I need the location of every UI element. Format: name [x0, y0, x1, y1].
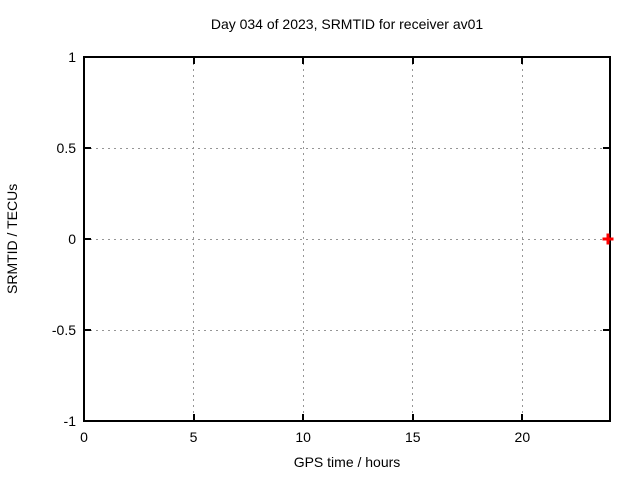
x-tick-top: [411, 57, 414, 64]
x-tick-bottom: [192, 414, 195, 421]
data-point-marker: [602, 233, 614, 245]
x-axis-label: GPS time / hours: [293, 454, 401, 470]
y-tick-label: -1: [63, 413, 76, 429]
y-tick-label: 0: [68, 231, 76, 247]
x-tick-label: 15: [404, 429, 421, 445]
y-tick-left: [84, 238, 91, 240]
y-tick-right: [603, 147, 610, 149]
plot-area: 0 5 10 15 20 -1 -0.5 0 0.5 1: [52, 49, 614, 445]
y-tick-left: [84, 56, 91, 58]
x-tick-top: [302, 57, 305, 64]
x-tick-top: [521, 57, 524, 64]
x-tick-bottom: [411, 414, 414, 421]
marker-arm-vertical: [606, 233, 610, 245]
gridline-horizontal: [84, 238, 610, 240]
x-tick-bottom: [83, 414, 85, 421]
x-tick-label: 10: [295, 429, 311, 445]
y-tick-label: -0.5: [51, 322, 76, 338]
y-tick-left: [84, 329, 91, 331]
y-tick-left: [84, 147, 91, 149]
x-tick-bottom: [521, 414, 524, 421]
x-tick-label: 5: [189, 429, 198, 445]
x-tick-top: [83, 57, 85, 64]
y-tick-left: [84, 420, 91, 422]
x-tick-label: 0: [80, 429, 88, 445]
gridline-horizontal: [84, 329, 610, 331]
x-tick-bottom: [302, 414, 305, 421]
gridline-horizontal: [84, 147, 610, 149]
x-tick-top: [192, 57, 195, 64]
y-tick-label: 1: [68, 49, 76, 65]
chart-title: Day 034 of 2023, SRMTID for receiver av0…: [210, 16, 484, 32]
y-axis-label: SRMTID / TECUs: [4, 183, 20, 295]
y-tick-right: [603, 56, 610, 58]
y-tick-right: [603, 329, 610, 331]
y-tick-label: 0.5: [56, 140, 76, 156]
y-tick-right: [603, 420, 610, 422]
x-tick-label: 20: [514, 429, 531, 445]
plot-border: [83, 56, 611, 422]
